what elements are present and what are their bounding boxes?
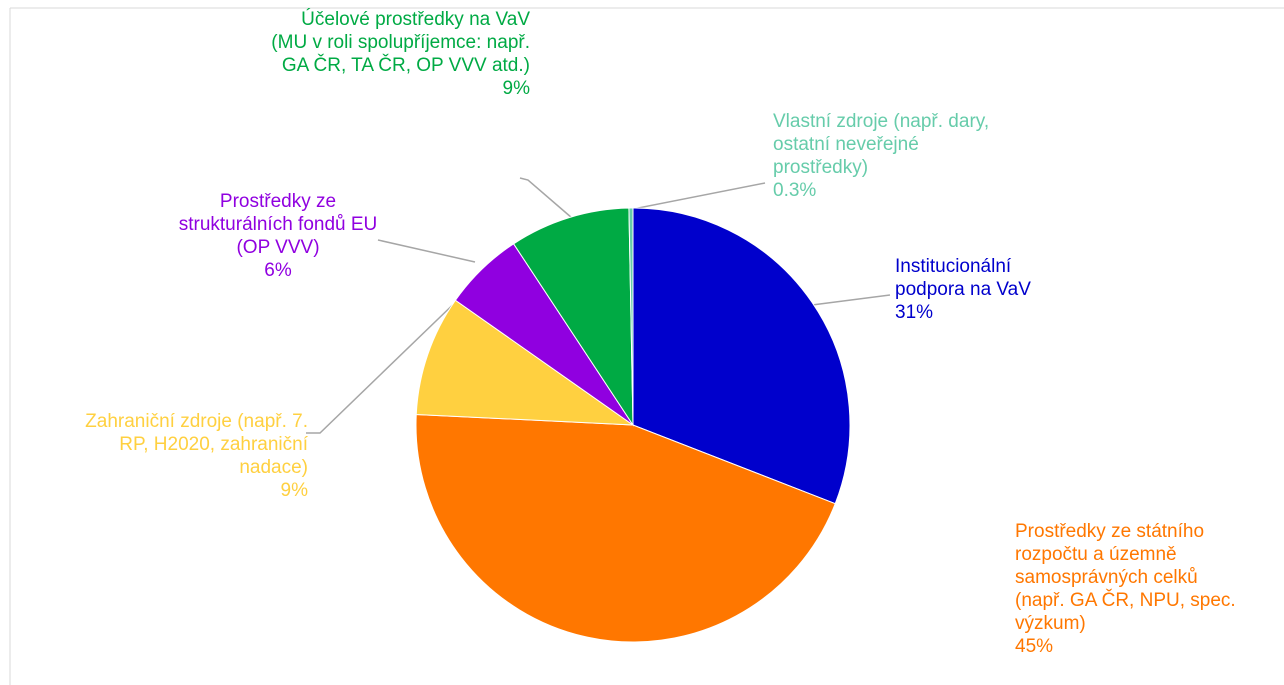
pie-slice: [415, 413, 836, 643]
value-label: 0.3%: [773, 180, 817, 201]
pie-slice: [512, 207, 634, 427]
category-label: Vlastní zdroje (např. dary, ostatní neve…: [773, 111, 990, 178]
leader-lines: [306, 177, 891, 434]
category-label: Účelové prostředky na VaV (MU v roli spo…: [271, 9, 530, 76]
category-label: Prostředky ze strukturálních fondů EU (O…: [178, 191, 378, 258]
slice-label: Účelové prostředky na VaV (MU v roli spo…: [268, 8, 530, 100]
slice-label: Zahraniční zdroje (např. 7. RP, H2020, z…: [76, 410, 308, 502]
category-label: Prostředky ze státního rozpočtu a územně…: [1015, 521, 1236, 634]
value-label: 45%: [1015, 636, 1054, 657]
slice-label: Prostředky ze strukturálních fondů EU (O…: [172, 190, 384, 282]
slice-label: Prostředky ze státního rozpočtu a územně…: [1015, 520, 1250, 658]
value-label: 9%: [280, 480, 308, 501]
leader-line: [811, 294, 891, 306]
leader-line: [306, 292, 466, 434]
pie-slice: [628, 207, 634, 426]
category-label: Zahraniční zdroje (např. 7. RP, H2020, z…: [85, 411, 308, 478]
value-label: 6%: [264, 260, 292, 281]
leader-line: [377, 239, 476, 263]
leader-line: [519, 177, 573, 219]
slice-label: Vlastní zdroje (např. dary, ostatní neve…: [773, 110, 1018, 202]
pie-slice: [415, 299, 635, 426]
category-label: Institucionální podpora na VaV: [895, 256, 1031, 300]
leader-line: [632, 182, 766, 210]
value-label: 31%: [895, 302, 934, 323]
pie-slice: [632, 207, 851, 505]
slice-label: Institucionální podpora na VaV 31%: [895, 255, 1065, 324]
value-label: 9%: [502, 78, 530, 99]
